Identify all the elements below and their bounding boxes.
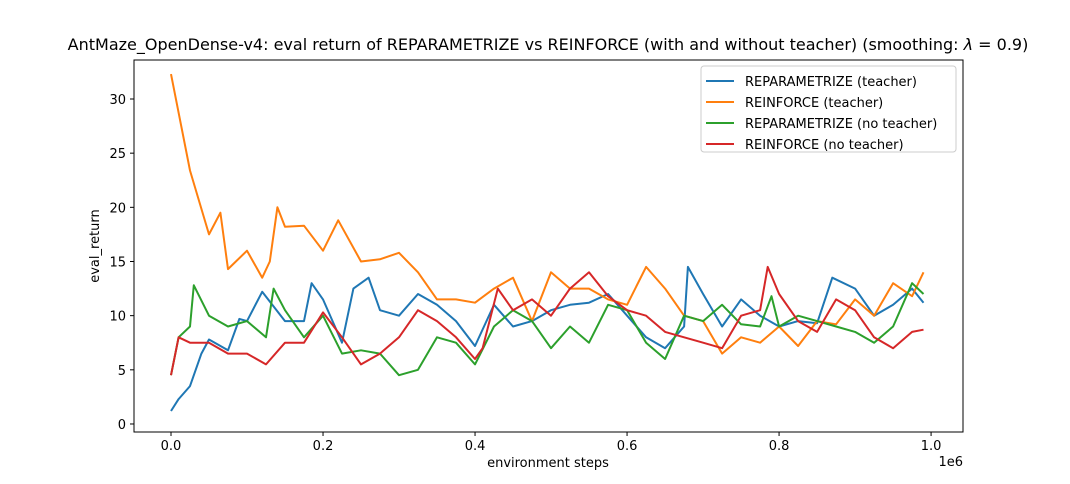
series-line-0: [170, 265, 925, 412]
chart-title: AntMaze_OpenDense-v4: eval return of REP…: [68, 35, 1029, 55]
y-tick-label: 20: [109, 201, 126, 216]
legend-entry: REINFORCE (no teacher): [745, 138, 904, 153]
x-tick-label: 0.8: [769, 439, 790, 454]
x-tick-label: 0.6: [617, 439, 638, 454]
y-tick-label: 10: [109, 310, 126, 325]
series-line-2: [170, 282, 925, 377]
y-tick-label: 5: [118, 364, 126, 379]
x-axis: 0.0 0.2 0.4 0.6 0.8 1.0: [161, 432, 942, 454]
y-tick-label: 0: [118, 418, 126, 433]
x-tick-label: 0.0: [161, 439, 182, 454]
series-line-3: [170, 265, 924, 376]
y-tick-label: 15: [109, 255, 126, 270]
y-tick-label: 25: [109, 147, 126, 162]
x-tick-label: 0.2: [313, 439, 334, 454]
legend-entry: REPARAMETRIZE (teacher): [745, 75, 917, 90]
legend-entry: REINFORCE (teacher): [745, 96, 883, 111]
legend-entry: REPARAMETRIZE (no teacher): [745, 117, 937, 132]
y-tick-label: 30: [109, 93, 126, 108]
x-offset-label: 1e6: [938, 455, 963, 470]
x-axis-label: environment steps: [487, 456, 609, 471]
plot-area: [170, 73, 925, 412]
y-axis-label: eval_return: [88, 209, 103, 283]
legend: REPARAMETRIZE (teacher) REINFORCE (teache…: [700, 65, 957, 153]
axes-frame: [133, 59, 964, 433]
x-tick-label: 0.4: [465, 439, 486, 454]
series-line-1: [170, 73, 925, 355]
x-tick-label: 1.0: [921, 439, 942, 454]
y-axis: 0 5 10 15 20 25 30: [109, 93, 134, 433]
